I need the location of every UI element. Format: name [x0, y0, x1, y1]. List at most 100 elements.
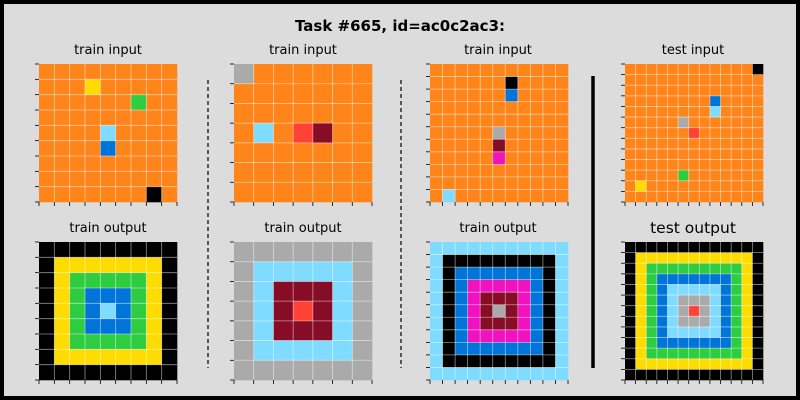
train-input-grid-2 [230, 63, 373, 206]
grid-cell [293, 242, 314, 263]
grid-cell [161, 125, 178, 141]
grid-cell [646, 95, 658, 107]
grid-cell [625, 326, 636, 338]
grid-cell [530, 101, 544, 115]
grid-cell [555, 354, 569, 368]
grid-cell [505, 354, 519, 368]
grid-cell [253, 281, 274, 302]
grid-cell [146, 156, 162, 172]
grid-cell [555, 304, 569, 318]
grid-cell [69, 349, 86, 365]
grid-cell [505, 139, 519, 153]
grid-cell [530, 164, 544, 178]
grid-cell [100, 242, 116, 258]
grid-cell [442, 76, 456, 90]
grid-cell [709, 170, 721, 182]
grid-cell [699, 348, 711, 360]
grid-cell [69, 125, 86, 141]
grid-cell [635, 95, 647, 107]
grid-cell [442, 329, 456, 343]
grid-cell [455, 164, 468, 178]
grid-cell [234, 103, 255, 124]
grid-cell [39, 364, 55, 381]
grid-cell [678, 358, 689, 370]
grid-cell [54, 156, 70, 172]
grid-cell [69, 364, 86, 381]
grid-cell [709, 85, 721, 97]
grid-cell [699, 117, 711, 128]
grid-cell [455, 292, 468, 306]
grid-cell [667, 138, 679, 150]
grid-cell [100, 64, 116, 80]
grid-cell [505, 89, 519, 102]
grid-cell [455, 279, 468, 293]
grid-cell [731, 305, 743, 317]
grid-cell [720, 263, 732, 275]
grid-cell [352, 281, 373, 302]
grid-cell [699, 95, 711, 107]
grid-cell [273, 301, 294, 322]
grid-cell [678, 180, 689, 192]
grid-cell [646, 337, 658, 349]
grid-cell [530, 151, 544, 165]
grid-cell [85, 94, 101, 111]
grid-cell [555, 176, 569, 190]
grid-cell [542, 114, 556, 128]
panel-label-3: train output [264, 221, 342, 236]
grid-cell [131, 156, 147, 172]
grid-cell [455, 242, 468, 255]
grid-cell [430, 304, 443, 318]
grid-cell [656, 273, 668, 285]
grid-cell [656, 337, 668, 349]
grid-cell [517, 292, 531, 306]
grid-cell [720, 127, 732, 139]
grid-cell [625, 170, 636, 182]
grid-cell [115, 272, 132, 289]
grid-cell [656, 64, 668, 75]
grid-cell [161, 257, 178, 273]
grid-cell [752, 170, 764, 182]
grid-cell [720, 170, 732, 182]
grid-cell [517, 242, 531, 255]
grid-cell [455, 64, 468, 77]
grid-cell [709, 117, 721, 128]
grid-cell [530, 367, 544, 381]
grid-cell [625, 358, 636, 370]
grid-cell [131, 257, 147, 273]
grid-cell [667, 170, 679, 182]
grid-cell [273, 162, 294, 183]
grid-cell [54, 349, 70, 365]
grid-cell [741, 337, 753, 349]
grid-cell [312, 360, 333, 381]
grid-cell [115, 288, 132, 304]
grid-cell [530, 267, 544, 280]
grid-cell [656, 295, 668, 306]
grid-cell [273, 242, 294, 263]
grid-cell [667, 117, 679, 128]
grid-cell [625, 106, 636, 118]
grid-cell [741, 74, 753, 86]
grid-cell [635, 295, 647, 306]
grid-cell [234, 360, 255, 381]
grid-cell [709, 295, 721, 306]
grid-cell [517, 114, 531, 128]
grid-cell [752, 64, 764, 75]
grid-cell [430, 279, 443, 293]
grid-cell [555, 279, 569, 293]
panel-label-6: test input [661, 43, 725, 58]
grid-cell [146, 94, 162, 111]
grid-cell [69, 272, 86, 289]
grid-cell [273, 142, 294, 163]
grid-cell [115, 94, 132, 111]
grid-cell [115, 110, 132, 126]
grid-cell [85, 257, 101, 273]
grid-cell [131, 303, 147, 319]
test-output-grid [621, 241, 764, 384]
grid-cell [741, 284, 753, 296]
grid-cell [39, 186, 55, 203]
grid-cell [635, 170, 647, 182]
grid-cell [656, 316, 668, 328]
grid-cell [54, 186, 70, 203]
grid-cell [492, 89, 506, 102]
grid-cell [273, 320, 294, 341]
